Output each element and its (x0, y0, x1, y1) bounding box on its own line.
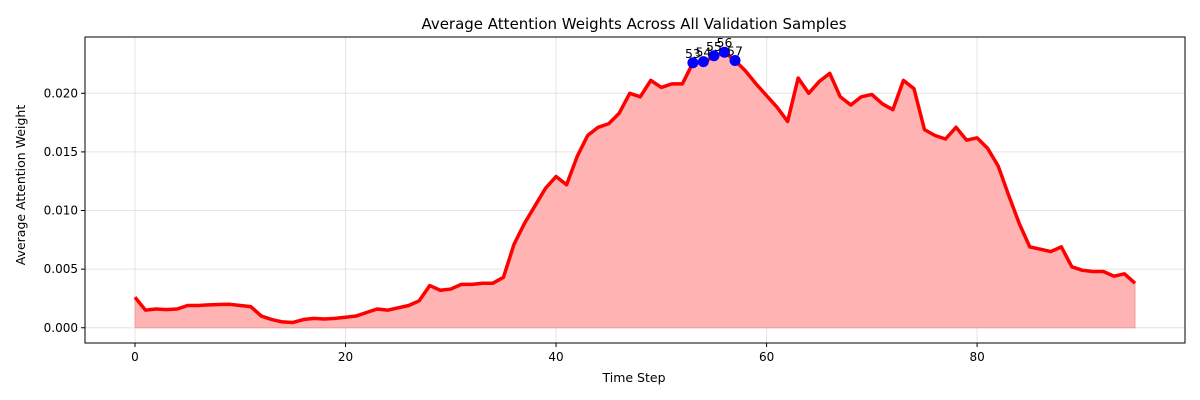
y-tick-label: 0.015 (44, 145, 78, 159)
attention-series-line (133, 50, 1137, 325)
y-tick-label: 0.005 (44, 262, 78, 276)
highlight-point (708, 50, 720, 62)
x-tick-label: 80 (969, 350, 984, 364)
chart-title: Average Attention Weights Across All Val… (421, 15, 846, 33)
highlight-point-label: 57 (727, 43, 743, 58)
plot-frame (84, 36, 1186, 344)
y-tick-label: 0.000 (44, 321, 78, 335)
y-axis-ticks: 0.000 0.005 0.010 0.015 0.020 (44, 86, 85, 335)
highlight-point-label: 55 (706, 39, 722, 54)
y-tick-label: 0.020 (44, 86, 78, 100)
x-tick-label: 60 (759, 350, 774, 364)
y-axis-label: Average Attention Weight (13, 105, 28, 266)
x-tick-label: 0 (131, 350, 139, 364)
highlight-point (718, 46, 730, 58)
highlight-point-label: 56 (717, 35, 733, 50)
x-tick-label: 20 (338, 350, 353, 364)
highlight-point-label: 53 (685, 46, 701, 61)
highlight-point-label: 54 (695, 45, 711, 60)
y-tick-label: 0.010 (44, 204, 78, 218)
highlight-point (687, 57, 699, 69)
x-tick-label: 40 (548, 350, 563, 364)
x-axis-ticks: 0 20 40 60 80 (131, 343, 985, 364)
highlight-point (697, 56, 709, 68)
highlight-point (729, 54, 741, 66)
x-axis-label: Time Step (601, 370, 665, 385)
